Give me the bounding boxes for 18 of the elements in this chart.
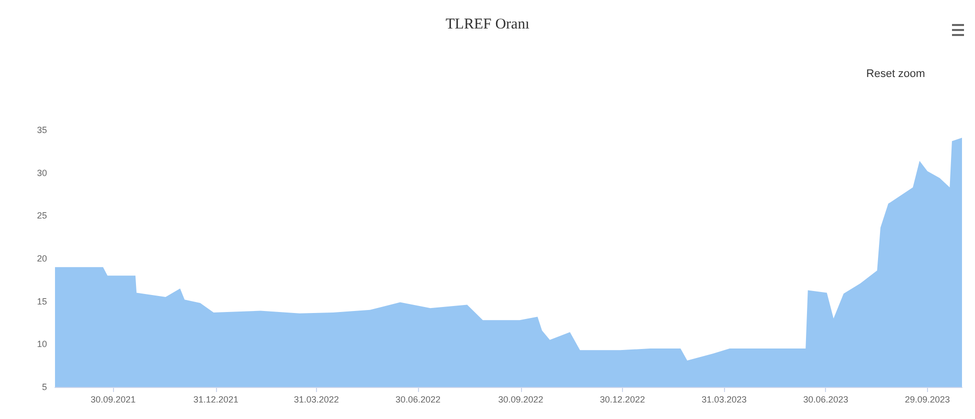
x-tick-label: 30.09.2022	[498, 394, 544, 404]
x-tick-label: 31.03.2023	[702, 394, 747, 404]
y-tick-label: 15	[36, 296, 47, 306]
x-tick-label: 31.12.2021	[193, 394, 238, 404]
y-tick-label: 10	[36, 339, 47, 350]
x-tick-label: 31.03.2022	[294, 394, 339, 404]
y-tick-label: 20	[36, 254, 47, 264]
x-tick-label: 30.06.2023	[803, 394, 848, 404]
x-tick-label: 30.12.2022	[600, 394, 645, 404]
x-tick-label: 29.09.2023	[904, 394, 950, 404]
chart-title: TLREF Oranı	[446, 16, 530, 32]
y-tick-label: 5	[42, 382, 47, 392]
y-tick-label: 30	[36, 168, 47, 178]
x-tick-label: 30.09.2021	[90, 394, 136, 404]
y-tick-label: 25	[36, 210, 47, 221]
y-tick-label: 35	[36, 125, 47, 135]
x-tick-label: 30.06.2022	[396, 394, 441, 404]
text: Reset zoom	[866, 68, 925, 80]
